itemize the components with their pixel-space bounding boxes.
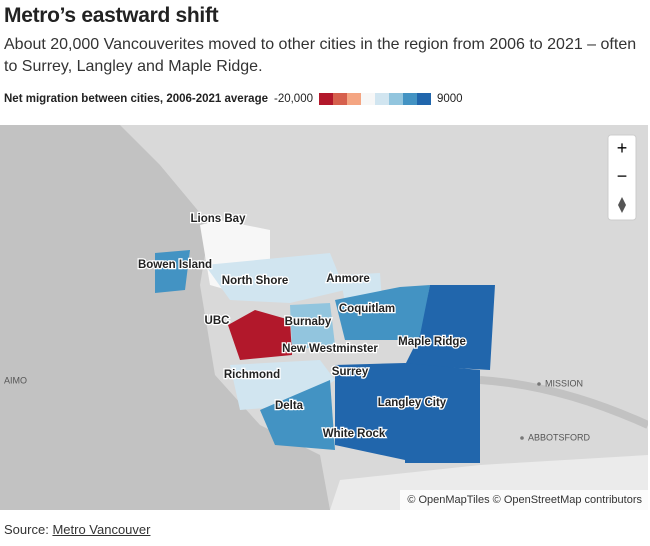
source-link[interactable]: Metro Vancouver [52, 522, 151, 537]
place-label: MISSION [545, 378, 583, 388]
city-label: Maple Ridge [398, 336, 466, 348]
place-dot [520, 436, 524, 440]
legend-min: -20,000 [273, 93, 313, 105]
legend-swatch [361, 93, 375, 105]
city-label: Lions Bay [191, 213, 247, 225]
city-label: Delta [275, 400, 304, 412]
legend-title: Net migration between cities, 2006-2021 … [4, 93, 268, 105]
region [228, 310, 292, 360]
zoom-out[interactable]: − [617, 166, 628, 186]
city-label: Langley City [378, 397, 447, 409]
region [405, 363, 480, 463]
region [335, 363, 405, 460]
source-label: Source: [4, 522, 49, 537]
strait [0, 125, 330, 510]
source: Source: Metro Vancouver [4, 522, 150, 537]
city-label: Bowen Island [138, 259, 212, 271]
city-label: White Rock [323, 428, 386, 440]
legend-swatch [389, 93, 403, 105]
city-label: North Shore [222, 275, 288, 287]
zoom-controls [607, 134, 637, 221]
city-label: Richmond [224, 369, 280, 381]
legend-swatch [403, 93, 417, 105]
city-label: Coquitlam [339, 303, 395, 315]
city-label: UBC [205, 315, 230, 327]
legend: Net migration between cities, 2006-2021 … [4, 93, 463, 105]
legend-swatches [319, 93, 431, 105]
map: + − © OpenMapTiles © OpenStreetMap contr… [0, 125, 648, 510]
region [155, 250, 190, 293]
region [290, 303, 335, 350]
attribution: © OpenMapTiles © OpenStreetMap contribut… [407, 494, 642, 506]
attribution-bg [400, 490, 648, 510]
legend-swatch [347, 93, 361, 105]
city-label: Surrey [332, 366, 369, 378]
river [479, 376, 648, 429]
title: Metro’s eastward shift [4, 4, 219, 27]
legend-swatch [417, 93, 431, 105]
city-label: New Westminster [282, 343, 378, 355]
legend-swatch [375, 93, 389, 105]
legend-swatch [333, 93, 347, 105]
city-label: Burnaby [285, 316, 332, 328]
compass[interactable] [618, 197, 626, 213]
legend-max: 9000 [437, 93, 463, 105]
zoom-in[interactable]: + [617, 138, 628, 158]
region [335, 285, 430, 340]
place-label: AIMO [4, 375, 27, 385]
region [260, 380, 335, 450]
city-label: Anmore [326, 273, 369, 285]
place-label: ABBOTSFORD [528, 432, 591, 442]
region [205, 253, 345, 303]
legend-swatch [319, 93, 333, 105]
place-dot [537, 382, 541, 386]
subtitle: About 20,000 Vancouverites moved to othe… [4, 36, 637, 75]
region [405, 285, 495, 370]
